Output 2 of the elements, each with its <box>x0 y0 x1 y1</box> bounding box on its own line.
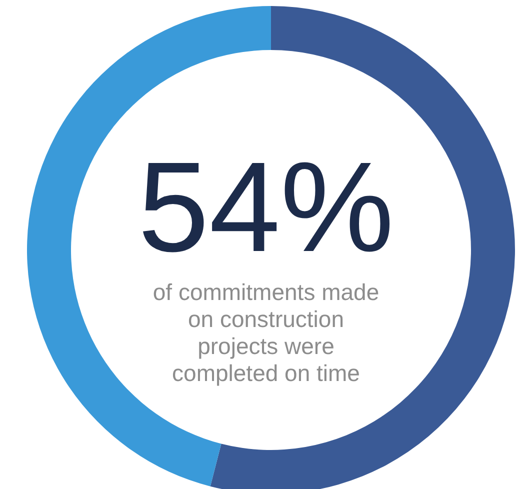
text: of commitments made on construction projects were completed on time <box>152 279 380 387</box>
text: 54% <box>136 136 396 279</box>
